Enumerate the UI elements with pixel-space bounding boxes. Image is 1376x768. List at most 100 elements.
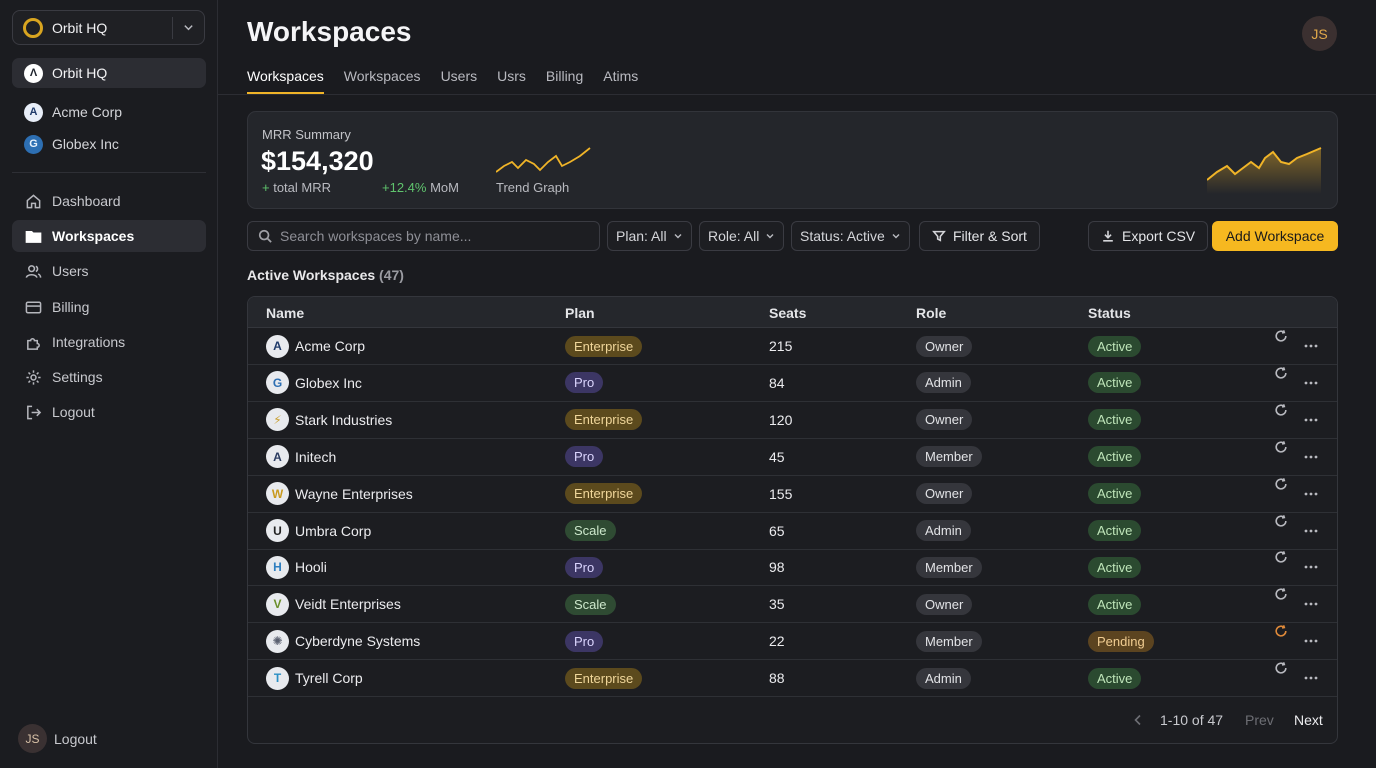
column-header-seats[interactable]: Seats	[769, 305, 807, 321]
more-options-icon[interactable]	[1304, 549, 1318, 585]
org-item-orbit-hq[interactable]: Λ Orbit HQ	[12, 58, 206, 88]
table-row[interactable]: G Globex Inc Pro 84 Admin Active	[248, 365, 1337, 402]
status-filter-dropdown[interactable]: Status: Active	[791, 221, 910, 251]
workspace-switcher[interactable]: Orbit HQ	[12, 10, 205, 45]
sidebar-item-dashboard[interactable]: Dashboard	[12, 185, 206, 217]
refresh-icon[interactable]	[1273, 365, 1289, 381]
pagination-range: 1-10 of 47	[1160, 712, 1224, 728]
sidebar-item-users[interactable]: Users	[12, 255, 206, 287]
table-row[interactable]: ⚡ Stark Industries Enterprise 120 Owner Activ…	[248, 402, 1337, 439]
refresh-icon[interactable]	[1273, 513, 1289, 529]
sidebar-item-label: Dashboard	[52, 193, 121, 209]
more-options-icon[interactable]	[1304, 660, 1318, 696]
table-row[interactable]: H Hooli Pro 98 Member Active	[248, 549, 1337, 587]
tab-usrs-3[interactable]: Usrs	[497, 68, 526, 84]
workspace-name[interactable]: Umbra Corp	[295, 522, 372, 539]
table-row[interactable]: U Umbra Corp Scale 65 Admin Active	[248, 513, 1337, 550]
section-count: (47)	[379, 267, 404, 283]
more-options-icon[interactable]	[1304, 623, 1318, 659]
more-options-icon[interactable]	[1304, 402, 1318, 438]
search-input[interactable]: Search workspaces by name...	[247, 221, 600, 251]
add-workspace-button[interactable]: Add Workspace	[1212, 221, 1338, 251]
sidebar-item-workspaces[interactable]: Workspaces	[12, 220, 206, 252]
role-cell: Member	[916, 623, 982, 659]
prev-page-button[interactable]: Prev	[1245, 712, 1274, 728]
sidebar-item-logout[interactable]: Logout	[12, 396, 206, 428]
workspace-name[interactable]: Hooli	[295, 559, 327, 576]
user-avatar[interactable]: JS	[1302, 16, 1337, 51]
status-cell: Active	[1088, 402, 1142, 438]
workspace-name[interactable]: Cyberdyne Systems	[295, 633, 421, 650]
tab-billing-4[interactable]: Billing	[545, 68, 584, 84]
column-header-plan[interactable]: Plan	[565, 305, 595, 321]
status-cell: Active	[1088, 439, 1142, 475]
role-filter-dropdown[interactable]: Role: All	[699, 221, 785, 251]
filter-sort-button[interactable]: Filter & Sort	[919, 221, 1040, 251]
workspace-name[interactable]: Wayne Enterprises	[295, 485, 413, 502]
sidebar-item-integrations[interactable]: Integrations	[12, 326, 206, 358]
sidebar-item-billing[interactable]: Billing	[12, 291, 206, 323]
column-header-status[interactable]: Status	[1088, 305, 1131, 321]
refresh-icon[interactable]	[1273, 623, 1289, 639]
workspace-name[interactable]: Globex Inc	[295, 374, 362, 391]
refresh-icon[interactable]	[1273, 549, 1289, 565]
refresh-icon[interactable]	[1273, 586, 1289, 602]
refresh-icon[interactable]	[1273, 439, 1289, 455]
company-logo-icon: ✺	[266, 629, 289, 653]
status-cell: Active	[1088, 476, 1142, 512]
workspace-name[interactable]: Initech	[295, 448, 337, 465]
plan-cell: Scale	[565, 513, 616, 549]
workspace-switcher-name: Orbit HQ	[52, 19, 108, 36]
role-badge: Owner	[916, 483, 973, 505]
tab-workspaces-0[interactable]: Workspaces	[247, 60, 324, 94]
workspace-name[interactable]: Veidt Enterprises	[295, 596, 401, 613]
org-item-globex-inc[interactable]: G Globex Inc	[12, 129, 206, 159]
export-csv-button[interactable]: Export CSV	[1088, 221, 1209, 251]
workspace-name-cell: H Hooli	[266, 549, 327, 585]
tab-users-2[interactable]: Users	[440, 68, 478, 84]
column-header-name[interactable]: Name	[266, 305, 305, 321]
workspace-name-cell: T Tyrell Corp	[266, 660, 363, 696]
role-badge: Member	[916, 630, 982, 652]
table-row[interactable]: ✺ Cyberdyne Systems Pro 22 Member Pending	[248, 623, 1337, 661]
tab-workspaces-1[interactable]: Workspaces	[343, 68, 421, 84]
company-logo-icon: U	[266, 519, 289, 542]
sidebar-item-label: Integrations	[52, 334, 126, 350]
search-placeholder: Search workspaces by name...	[280, 228, 472, 244]
more-options-icon[interactable]	[1304, 365, 1318, 401]
more-options-icon[interactable]	[1304, 328, 1318, 364]
role-cell: Admin	[916, 513, 971, 549]
refresh-icon[interactable]	[1273, 660, 1289, 676]
orbit-logo-icon	[23, 17, 43, 38]
more-options-icon[interactable]	[1304, 476, 1318, 512]
org-item-acme-corp[interactable]: A Acme Corp	[12, 97, 206, 127]
tab-atims-5[interactable]: Atims	[603, 68, 639, 84]
filter-icon	[932, 230, 946, 242]
more-options-icon[interactable]	[1304, 513, 1318, 549]
add-workspace-label: Add Workspace	[1225, 228, 1325, 244]
more-options-icon[interactable]	[1304, 439, 1318, 475]
next-page-button[interactable]: Next	[1294, 712, 1323, 728]
role-filter-label: Role: All	[708, 228, 760, 244]
refresh-icon[interactable]	[1273, 328, 1289, 344]
plan-filter-dropdown[interactable]: Plan: All	[607, 221, 692, 251]
chevron-left-icon[interactable]	[1133, 714, 1143, 726]
workspace-name[interactable]: Stark Industries	[295, 411, 393, 428]
column-header-role[interactable]: Role	[916, 305, 947, 321]
section-title: Active Workspaces (47)	[247, 267, 404, 283]
table-row[interactable]: T Tyrell Corp Enterprise 88 Admin Active	[248, 660, 1337, 698]
mrr-label: MRR Summary	[262, 127, 351, 142]
refresh-icon[interactable]	[1273, 476, 1289, 492]
more-options-icon[interactable]	[1304, 586, 1318, 622]
sidebar-item-settings[interactable]: Settings	[12, 361, 206, 393]
folder-icon	[24, 227, 42, 245]
user-footer[interactable]: JS Logout	[18, 724, 97, 753]
table-row[interactable]: A Initech Pro 45 Member Active	[248, 439, 1337, 476]
workspace-name[interactable]: Tyrell Corp	[295, 670, 363, 687]
table-row[interactable]: V Veidt Enterprises Scale 35 Owner Active	[248, 586, 1337, 624]
table-row[interactable]: A Acme Corp Enterprise 215 Owner Active	[248, 328, 1337, 365]
table-row[interactable]: W Wayne Enterprises Enterprise 155 Owner Acti…	[248, 476, 1337, 513]
workspace-name[interactable]: Acme Corp	[295, 338, 366, 354]
refresh-icon[interactable]	[1273, 402, 1289, 418]
plan-badge: Pro	[565, 630, 604, 652]
